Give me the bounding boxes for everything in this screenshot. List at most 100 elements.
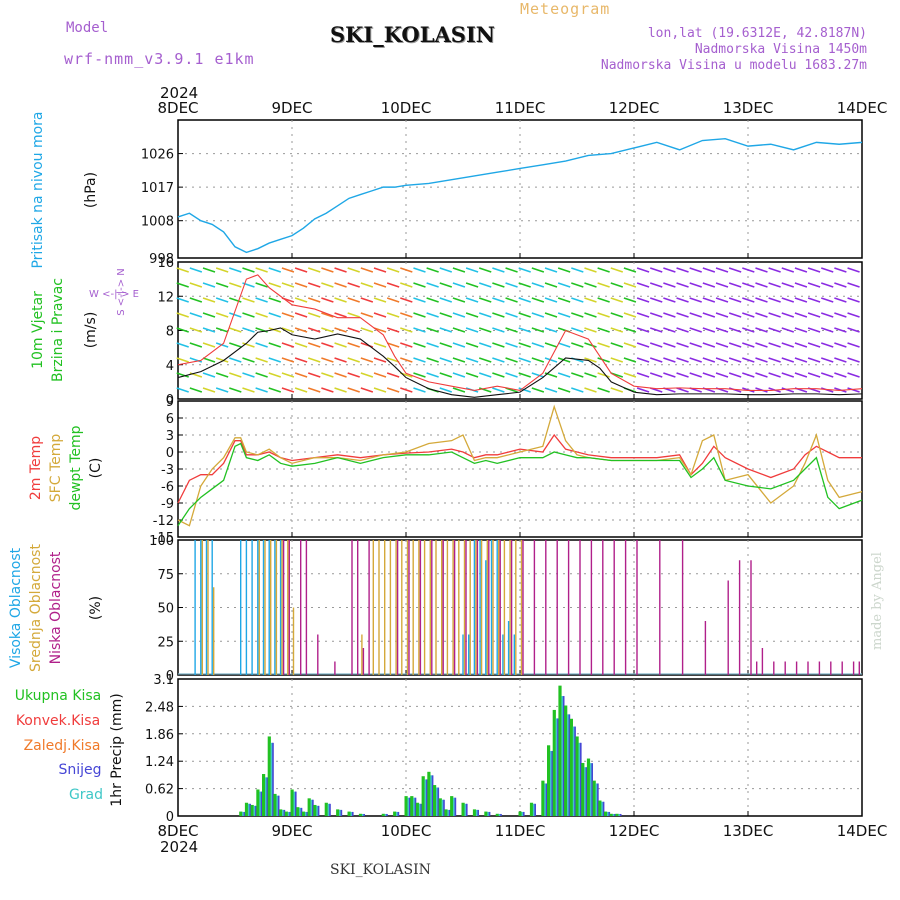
wind-barb-mark — [307, 342, 321, 348]
precip-snow-bar — [523, 811, 525, 816]
wind-barb-mark — [426, 372, 439, 378]
credit-label: made by Angel — [870, 552, 885, 650]
precip-snow-bar — [534, 803, 536, 816]
wind-barb-mark — [426, 327, 439, 333]
precip-grad-bar — [475, 809, 479, 816]
wind-barb-mark — [229, 387, 242, 393]
wind-barb-mark — [610, 357, 624, 363]
wind-barb-mark — [544, 342, 558, 348]
wind-barb-mark — [413, 357, 426, 363]
wind-barb-mark — [649, 342, 663, 348]
model-name: wrf-nmm_v3.9.1 e1km — [64, 50, 255, 68]
wind-barb-mark — [176, 372, 189, 378]
wind-barb-mark — [518, 342, 531, 348]
wind-compass-we: W <-|-> E — [89, 289, 139, 300]
wind-barb-mark — [321, 282, 334, 288]
wind-barb-mark — [294, 357, 308, 363]
wind-barb-mark — [413, 312, 426, 318]
wind-barb-mark — [268, 357, 282, 363]
wind-barb-mark — [347, 327, 360, 333]
wind-barb-mark — [834, 372, 847, 378]
wind-barb-mark — [307, 312, 321, 318]
wind-barb-mark — [215, 312, 229, 318]
precip-snow-bar — [277, 795, 280, 816]
wind-barb-mark — [597, 312, 610, 318]
wind-barb-mark — [781, 282, 795, 288]
top-year-label: 2024 — [160, 84, 198, 102]
precip-grad-bar — [299, 807, 302, 816]
wind-barb-mark — [518, 297, 531, 303]
wind-barb-mark — [728, 282, 742, 288]
temperature-y-tick-label: 9 — [166, 395, 174, 410]
precip-snow-bar — [614, 813, 616, 816]
precip-total-bar — [358, 813, 363, 816]
precip-grad-bar — [578, 742, 581, 816]
pressure-y-tick-label: 998 — [149, 252, 174, 267]
precip-snow-bar — [568, 714, 571, 816]
wind-barb-mark — [636, 342, 650, 348]
precip-snow-bar — [300, 807, 303, 816]
temperature-y-tick-label: -9 — [161, 497, 174, 512]
precip-snow-bar — [317, 805, 320, 816]
wind-barb-mark — [544, 267, 558, 273]
precip-grad-bar — [532, 803, 536, 816]
wind-barb-mark — [347, 342, 360, 348]
top-x-tick-label: 13DEC — [723, 99, 774, 117]
wind-barb-mark — [478, 372, 492, 378]
wind-barb-mark — [294, 387, 308, 393]
precip-total-bar — [541, 780, 545, 816]
precip-total-bar — [564, 705, 568, 816]
wind-barb-mark — [386, 327, 400, 333]
wind-barb-mark — [794, 282, 808, 288]
wind-barb-mark — [794, 327, 808, 333]
precip-grad-bar — [584, 767, 587, 816]
wind-barb-mark — [478, 297, 492, 303]
wind-barb-mark — [334, 312, 347, 318]
wind-barb-mark — [742, 357, 755, 363]
wind-barb-mark — [584, 372, 597, 378]
wind-barb-mark — [636, 327, 650, 333]
wind-y-tick-label: 8 — [166, 325, 174, 340]
pressure-axis-title: Pritisak na nivou mora — [30, 111, 46, 268]
precip-snow-bar — [545, 783, 548, 816]
wind-barb-mark — [847, 357, 860, 363]
wind-barb-mark — [755, 357, 768, 363]
wind-barb-mark — [386, 267, 400, 273]
wind-barb-mark — [360, 357, 374, 363]
precip-grad-bar — [555, 718, 558, 816]
wind-barb-mark — [689, 267, 702, 273]
pressure-series-line — [177, 137, 863, 254]
wind-barb-mark — [360, 282, 374, 288]
wind-barb-mark — [400, 267, 413, 273]
wind-barb-mark — [623, 312, 637, 318]
wind-barb-mark — [781, 327, 795, 333]
wind-barb-mark — [439, 312, 453, 318]
precip-snow-bar — [580, 742, 582, 816]
wind-barb-mark — [229, 342, 242, 348]
top-x-tick-label: 8DEC — [157, 99, 198, 117]
precip-total-bar — [301, 811, 306, 816]
top-x-tick-label: 11DEC — [495, 99, 546, 117]
precip-grad-bar — [521, 811, 524, 816]
wind-barb-mark — [623, 282, 637, 288]
wind-barb-mark — [702, 297, 716, 303]
wind-barb-mark — [334, 342, 347, 348]
wind-barb-mark — [623, 267, 637, 273]
wind-barb-mark — [584, 312, 597, 318]
precip-snow-bar — [306, 811, 308, 816]
wind-barb-mark — [571, 312, 584, 318]
wind-barb-mark — [268, 327, 282, 333]
wind-barb-mark — [242, 387, 255, 393]
wind-barb-mark — [347, 357, 360, 363]
wind-barb-mark — [334, 357, 347, 363]
wind-barb-mark — [492, 342, 505, 348]
temperature-y-tick-label: 3 — [166, 429, 174, 444]
temperature-axis-title-sfc: SFC Temp — [48, 434, 64, 503]
precip-total-bar — [421, 776, 425, 816]
wind-barb-mark — [689, 297, 702, 303]
precip-snow-bar — [431, 775, 434, 816]
wind-barb-mark — [255, 357, 268, 363]
precip-grad-bar — [464, 803, 467, 816]
wind-barb-mark — [426, 297, 439, 303]
wind-barb-mark — [610, 387, 624, 393]
